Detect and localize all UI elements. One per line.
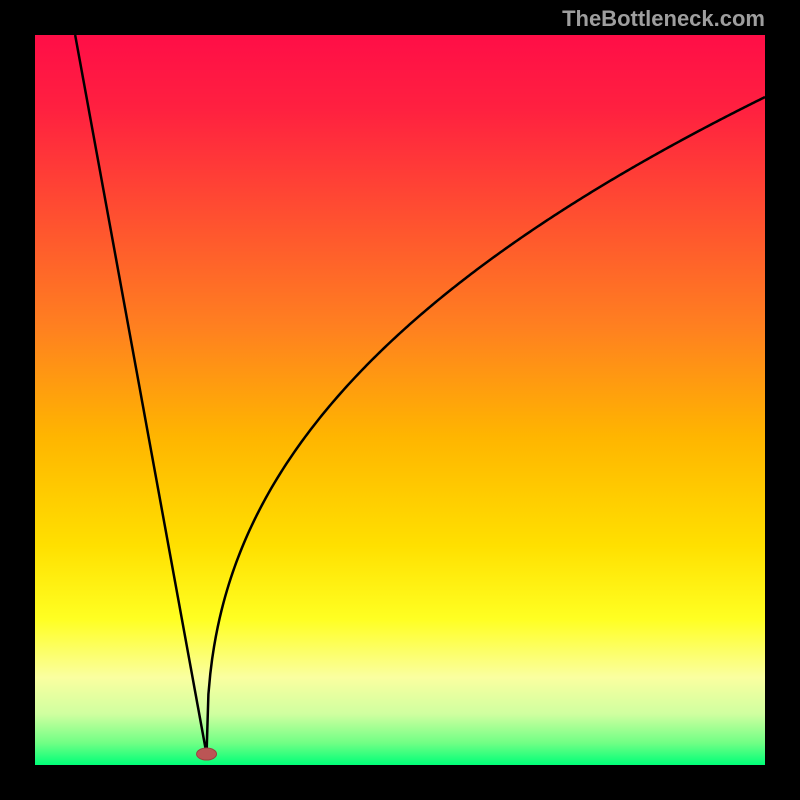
gradient-background [35, 35, 765, 765]
minimum-marker [197, 748, 217, 760]
watermark: TheBottleneck.com [562, 6, 765, 32]
plot-area [35, 35, 765, 765]
chart-container: TheBottleneck.com [0, 0, 800, 800]
chart-svg [35, 35, 765, 765]
